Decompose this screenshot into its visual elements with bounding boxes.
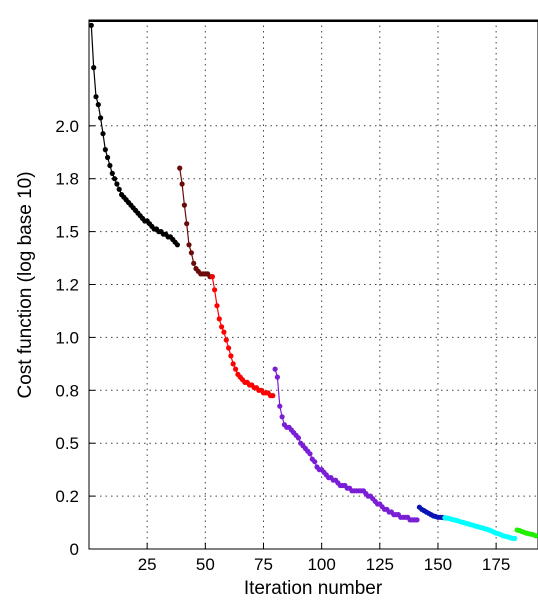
data-point (533, 533, 538, 539)
data-point (307, 451, 313, 457)
data-point (219, 324, 225, 330)
data-point (214, 303, 220, 309)
data-point (102, 147, 108, 153)
data-point (181, 202, 187, 208)
data-point (95, 102, 101, 108)
x-tick-label: 25 (138, 555, 157, 574)
data-point (512, 535, 518, 542)
data-point (93, 94, 99, 100)
y-tick-label: 0.8 (55, 381, 79, 400)
series-4 (272, 366, 420, 523)
data-point (112, 176, 118, 182)
data-point (226, 345, 232, 351)
series-6 (442, 515, 518, 542)
data-point (91, 65, 97, 71)
y-tick-label: 1.0 (55, 328, 79, 347)
data-point (109, 170, 115, 176)
series-line (274, 368, 417, 521)
x-tick-label: 175 (482, 555, 510, 574)
data-point (216, 316, 222, 322)
data-point (295, 435, 301, 441)
data-point (230, 361, 236, 367)
data-point (272, 366, 278, 372)
data-point (179, 181, 185, 187)
data-point (186, 242, 192, 248)
data-point (116, 186, 122, 192)
x-tick-label: 75 (254, 555, 273, 574)
data-point (279, 414, 285, 420)
y-tick-label: 1.2 (55, 276, 79, 295)
data-point (88, 22, 94, 28)
series-3 (209, 274, 276, 399)
data-point (274, 374, 280, 380)
x-axis-title: Iteration number (244, 578, 383, 599)
series-1 (88, 22, 180, 248)
y-tick-label: 0.5 (55, 434, 79, 453)
y-tick-label: 1.5 (55, 223, 79, 242)
y-axis-title: Cost function (log base 10) (15, 171, 36, 398)
data-point (209, 274, 215, 280)
data-point (277, 403, 283, 409)
data-point (312, 459, 318, 465)
y-tick-label: 0 (70, 540, 79, 559)
y-tick-label: 0.2 (55, 487, 79, 506)
x-tick-labels: 25 50 75 100 125 150 175 (138, 555, 511, 574)
data-point (114, 181, 120, 187)
data-point (177, 165, 183, 171)
grid-lines (89, 20, 538, 549)
data-point (105, 154, 111, 161)
x-tick-label: 50 (196, 555, 215, 574)
y-tick-label: 1.8 (55, 170, 79, 189)
data-point (188, 250, 194, 256)
data-point (184, 221, 190, 227)
x-tick-label: 125 (366, 555, 394, 574)
x-tick-label: 100 (307, 555, 335, 574)
data-point (212, 287, 218, 293)
axis-ticks (89, 125, 497, 550)
data-point (414, 517, 420, 523)
data-point (107, 162, 113, 169)
data-point (228, 353, 234, 359)
x-tick-label: 150 (424, 555, 452, 574)
data-point (98, 115, 104, 121)
data-point (223, 337, 229, 343)
data-point (100, 131, 106, 137)
series-7 (514, 527, 538, 539)
y-tick-label: 2.0 (55, 117, 79, 136)
y-tick-labels: 0 0.2 0.5 0.8 1.0 1.2 1.5 1.8 2.0 (55, 117, 79, 559)
data-point (191, 260, 197, 266)
data-point (221, 329, 227, 335)
series-group (88, 22, 538, 542)
data-point (174, 242, 180, 248)
data-point (233, 366, 239, 372)
data-point (270, 393, 276, 399)
series-2 (177, 165, 215, 280)
